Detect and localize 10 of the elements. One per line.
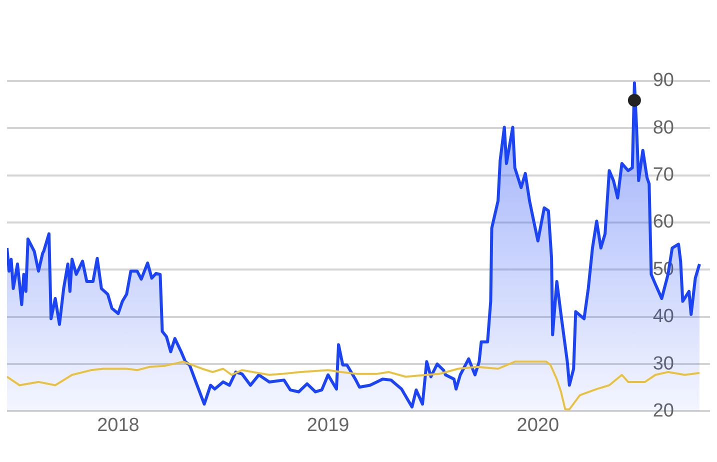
y-tick-label: 80 [652,117,674,138]
y-tick-label: 20 [652,400,674,422]
y-tick-label: 90 [652,70,674,92]
y-tick-label: 70 [652,164,674,186]
x-tick-label: 2018 [97,414,140,436]
x-tick-label: 2019 [306,414,350,436]
x-tick-label: 2020 [516,414,560,436]
y-tick-label: 30 [652,353,674,374]
y-tick-label: 60 [652,212,674,233]
y-tick-label: 40 [652,306,674,328]
